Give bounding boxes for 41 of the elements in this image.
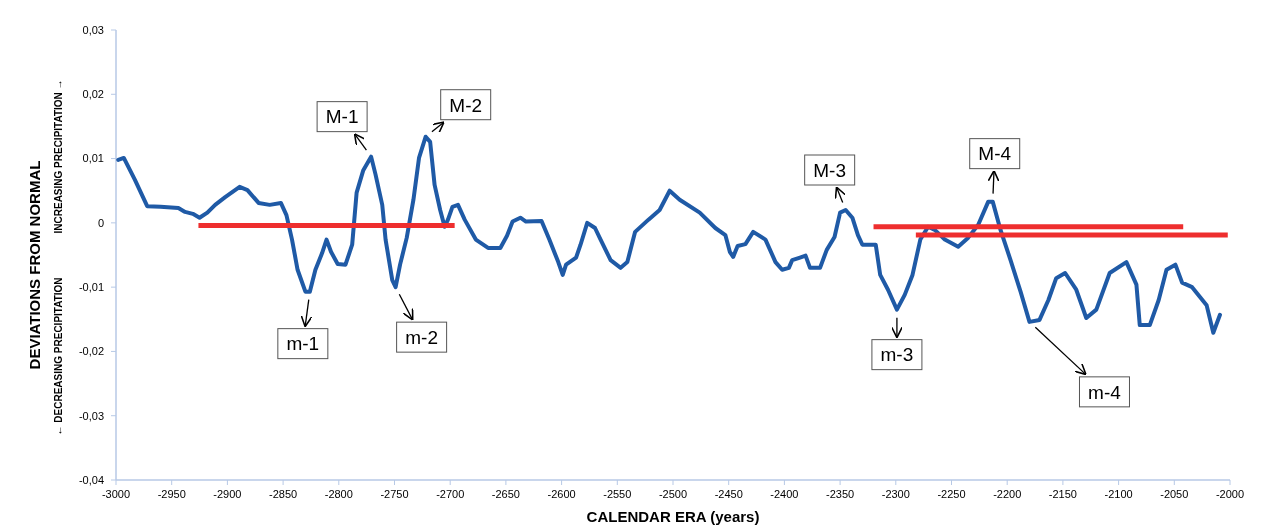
x-tick-label: -2500 [658, 488, 688, 500]
y-tick-label: -0,01 [78, 280, 104, 293]
x-tick-label: -2750 [380, 488, 409, 500]
y-tick-label: 0,03 [82, 23, 104, 36]
x-tick-label: -3000 [101, 488, 131, 500]
x-tick-label: -2050 [1160, 488, 1189, 500]
x-tick-label: -2900 [213, 488, 242, 500]
annotation: m-2 [405, 326, 438, 348]
x-tick-label: -2300 [881, 488, 910, 500]
annotation: M-2 [449, 94, 483, 116]
y-tick-label: -0,02 [78, 345, 104, 358]
x-tick-label: -2650 [491, 488, 520, 500]
annotation: m-1 [286, 333, 320, 355]
y-tick-label: -0,03 [78, 409, 104, 422]
x-tick-label: -2550 [603, 488, 632, 500]
x-tick-label: -2350 [826, 488, 855, 500]
x-tick-label: -2100 [1104, 488, 1133, 500]
x-tick-label: -2250 [937, 488, 966, 500]
x-tick-label: -2700 [436, 488, 465, 500]
annotation: M-4 [978, 143, 1012, 165]
x-tick-label: -2150 [1048, 488, 1077, 500]
y-axis-title: DEVIATIONS FROM NORMAL [26, 160, 43, 370]
text: INCREASING PRECIPITATION → [53, 79, 64, 234]
x-tick-label: -2200 [993, 488, 1022, 500]
x-tick-label: -2450 [714, 488, 743, 500]
y-tick-label: 0,02 [82, 88, 104, 101]
x-axis-title: CALENDAR ERA (years) [586, 508, 760, 525]
x-tick-label: -2400 [770, 488, 799, 500]
x-tick-label: -2950 [157, 488, 186, 500]
y-tick-label: -0,04 [78, 473, 104, 486]
x-tick-label: -2600 [547, 488, 576, 500]
annotation: M-1 [325, 106, 359, 128]
y-tick-label: 0,01 [82, 152, 104, 165]
x-tick-label: -2000 [1215, 488, 1245, 500]
annotation: m-3 [880, 344, 914, 366]
y-tick-label: 0 [97, 216, 104, 229]
x-tick-label: -2800 [324, 488, 353, 500]
annotation: M-3 [813, 159, 847, 181]
text: ← DECREASING PRECIPITATION [53, 277, 64, 436]
annotation: m-4 [1088, 381, 1122, 403]
x-tick-label: -2850 [269, 488, 298, 500]
